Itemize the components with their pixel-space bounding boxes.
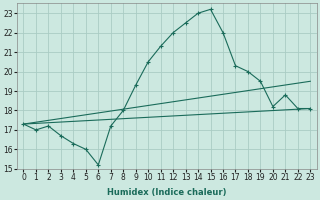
X-axis label: Humidex (Indice chaleur): Humidex (Indice chaleur) [107,188,227,197]
